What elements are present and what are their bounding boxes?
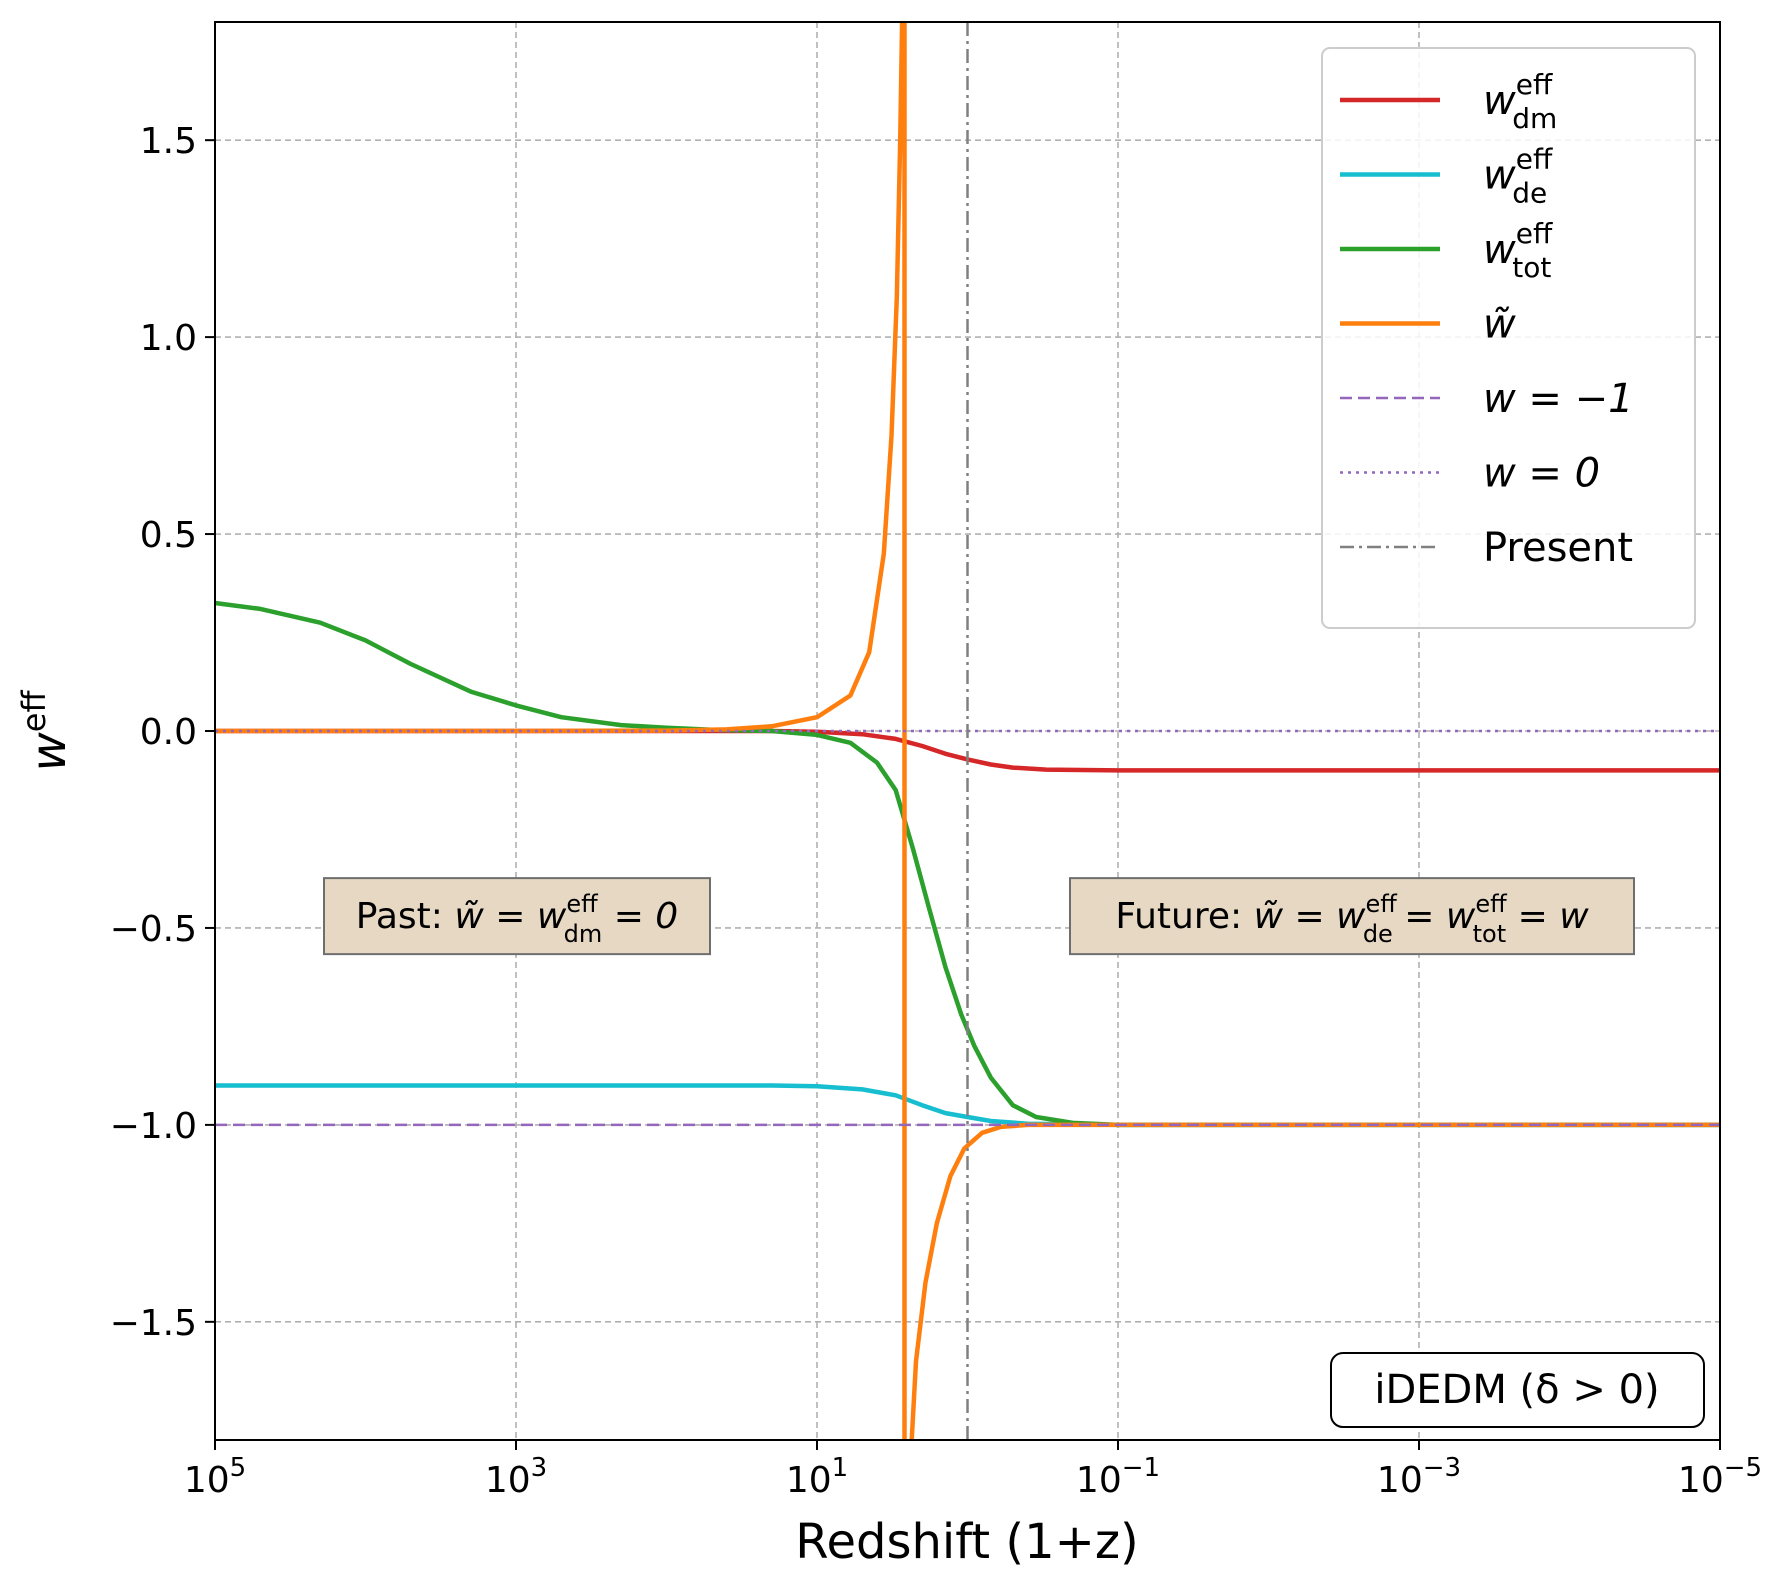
legend-item-w_zero: w = 0 [1340, 451, 1600, 497]
annotation-part: w̃ = w [454, 896, 566, 937]
legend-label-base: w = −1 [1483, 376, 1634, 422]
y-tick-label: 1.0 [140, 318, 197, 359]
model-label-text: iDEDM (δ > 0) [1374, 1367, 1659, 1413]
annotation-part: w̃ = w [1254, 896, 1366, 937]
legend-label-sup: eff [1516, 68, 1553, 101]
model-label-frame [1330, 1352, 1705, 1428]
legend-label-sup: eff [1516, 217, 1553, 250]
legend-label: weff dm [1483, 68, 1557, 135]
annotation-box [1069, 877, 1635, 956]
y-axis-title-sup: eff [15, 690, 53, 733]
series-line-w_tot [214, 600, 1720, 1128]
x-tick-exponent: −1 [1122, 1453, 1160, 1483]
y-tick-label: −0.5 [110, 909, 197, 950]
annotation-text: Future: w̃ = weff de = weff tot = w [1115, 890, 1589, 948]
annotation-part: Future: [1115, 896, 1253, 937]
legend-label-sub: de [1512, 177, 1547, 210]
y-axis-title: weff [15, 690, 77, 772]
legend-item-w_tilde: w̃ [1340, 302, 1516, 348]
x-axis-ticks: 105 103 101 10−1 10−3 10−5 [184, 1440, 1762, 1501]
x-tick-exponent: −5 [1724, 1453, 1762, 1483]
legend-label-base: Present [1483, 525, 1633, 571]
annotation-sup: eff [1366, 890, 1398, 918]
annotation-future: Future: w̃ = weff de = weff tot = w [1069, 877, 1635, 956]
y-axis-title-base: w [21, 732, 77, 772]
annotation-text: Past: w̃ = weff dm = 0 [356, 890, 678, 948]
annotation-sub: dm [564, 920, 603, 948]
legend-item-w_dm: weff dm [1340, 68, 1557, 135]
legend-label: w̃ [1483, 302, 1516, 348]
y-axis-ticks: 1.5 1.0 0.5 0.0 −0.5 −1.0 −1.5 [110, 121, 215, 1344]
x-tick-base: 10 [485, 1460, 531, 1501]
legend-label-sub: dm [1512, 102, 1557, 135]
x-tick-exponent: −3 [1423, 1453, 1461, 1483]
annotation-part: Past: [356, 896, 455, 937]
legend-item-w_minus1: w = −1 [1340, 376, 1634, 422]
y-tick-label: 0.0 [140, 712, 197, 753]
x-tick-base: 10 [184, 1460, 230, 1501]
y-tick-label: 1.5 [140, 121, 197, 162]
annotation-box [323, 877, 711, 956]
legend-label-base: w [1483, 78, 1516, 124]
x-axis-title: Redshift (1+z) [795, 1514, 1139, 1570]
plot-series [214, 21, 1720, 1441]
y-tick-label: 0.5 [140, 515, 197, 556]
legend-frame [1321, 47, 1696, 629]
annotation-part: = w [1393, 896, 1476, 937]
y-tick-label: −1.0 [110, 1106, 197, 1147]
legend-label: Present [1483, 525, 1633, 571]
x-tick-base: 10 [1678, 1460, 1724, 1501]
x-tick-base: 10 [1377, 1460, 1423, 1501]
annotation-part: = w [1506, 896, 1589, 937]
legend-label: weff de [1483, 143, 1553, 210]
model-label-box: iDEDM (δ > 0) [1330, 1352, 1705, 1428]
legend-label: w = 0 [1483, 451, 1600, 497]
annotation-sup: eff [1475, 890, 1507, 918]
legend-item-w_de: weff de [1340, 143, 1553, 210]
x-tick-label: 105 [184, 1453, 246, 1501]
x-tick-label: 103 [485, 1453, 547, 1501]
legend-item-w_tot: weff tot [1340, 217, 1553, 284]
x-tick-label: 101 [786, 1453, 848, 1501]
legend-label-sup: eff [1516, 143, 1553, 176]
annotations: Past: w̃ = weff dm = 0 Future: w̃ = weff de… [323, 877, 1635, 956]
legend-label: w = −1 [1483, 376, 1634, 422]
annotation-sup: eff [566, 890, 598, 918]
annotation-past: Past: w̃ = weff dm = 0 [323, 877, 711, 956]
x-tick-exponent: 3 [531, 1453, 548, 1483]
x-tick-label: 10−3 [1377, 1453, 1461, 1501]
x-tick-label: 10−1 [1076, 1453, 1160, 1501]
legend-label-base: w = 0 [1483, 451, 1600, 497]
legend-item-present: Present [1340, 525, 1633, 571]
legend-label: weff tot [1483, 217, 1553, 284]
legend-label-sub: tot [1512, 251, 1551, 284]
x-tick-label: 10−5 [1678, 1453, 1762, 1501]
legend-label-base: w [1483, 153, 1516, 199]
legend-label-base: w [1483, 227, 1516, 273]
x-tick-exponent: 1 [832, 1453, 849, 1483]
x-tick-exponent: 5 [230, 1453, 247, 1483]
legend-label-base: w̃ [1483, 302, 1516, 348]
annotation-part: = 0 [602, 896, 678, 937]
y-tick-label: −1.5 [110, 1303, 197, 1344]
annotation-sub: de [1363, 920, 1393, 948]
x-tick-base: 10 [1076, 1460, 1122, 1501]
x-tick-base: 10 [786, 1460, 832, 1501]
annotation-sub: tot [1473, 920, 1507, 948]
